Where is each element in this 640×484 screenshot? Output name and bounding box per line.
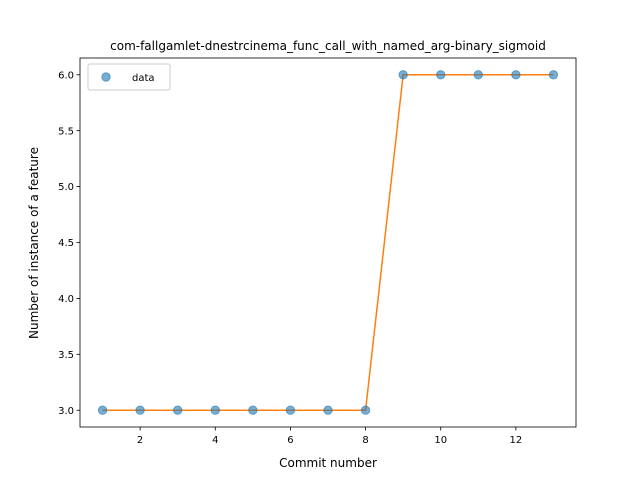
y-tick-label: 5.5 [58, 126, 74, 137]
data-point [210, 405, 220, 415]
x-tick-label: 6 [287, 435, 293, 446]
legend: data [87, 63, 171, 91]
data-point [548, 70, 559, 80]
legend-label-data: data [132, 73, 155, 84]
data-point [285, 405, 296, 415]
data-point [473, 70, 484, 80]
axes-frame [79, 57, 577, 428]
series-line-0 [102, 74, 554, 411]
y-tick-label: 5.0 [58, 182, 74, 193]
data-point [360, 405, 371, 415]
chart-title: com-fallgamlet-dnestrcinema_func_call_wi… [110, 39, 546, 53]
data-point [398, 70, 408, 80]
data-point [323, 405, 333, 415]
y-tick-label: 6.0 [58, 70, 74, 81]
data-point [172, 405, 183, 415]
x-tick-label: 8 [362, 435, 368, 446]
y-tick-label: 3.5 [58, 350, 74, 361]
x-axis-label: Commit number [279, 456, 377, 470]
plot-area [97, 70, 559, 415]
data-point [511, 70, 521, 80]
y-tick-label: 3.0 [58, 406, 74, 417]
data-point [135, 405, 145, 415]
x-tick-label: 12 [510, 435, 523, 446]
legend-marker-data [101, 72, 111, 82]
y-tick-label: 4.5 [58, 238, 74, 249]
y-tick-label: 4.0 [58, 294, 74, 305]
data-point [248, 405, 258, 415]
axes: 2 4 6 8 10 12 3.0 3.5 4.0 4.5 5.0 5.5 6.0 [58, 57, 577, 446]
x-tick-label: 4 [212, 435, 218, 446]
legend-frame [87, 63, 171, 91]
y-axis-label: Number of instance of a feature [27, 147, 41, 339]
x-tick-label: 2 [137, 435, 143, 446]
data-point [97, 405, 108, 415]
x-tick-label: 10 [434, 435, 447, 446]
data-point [436, 70, 446, 80]
